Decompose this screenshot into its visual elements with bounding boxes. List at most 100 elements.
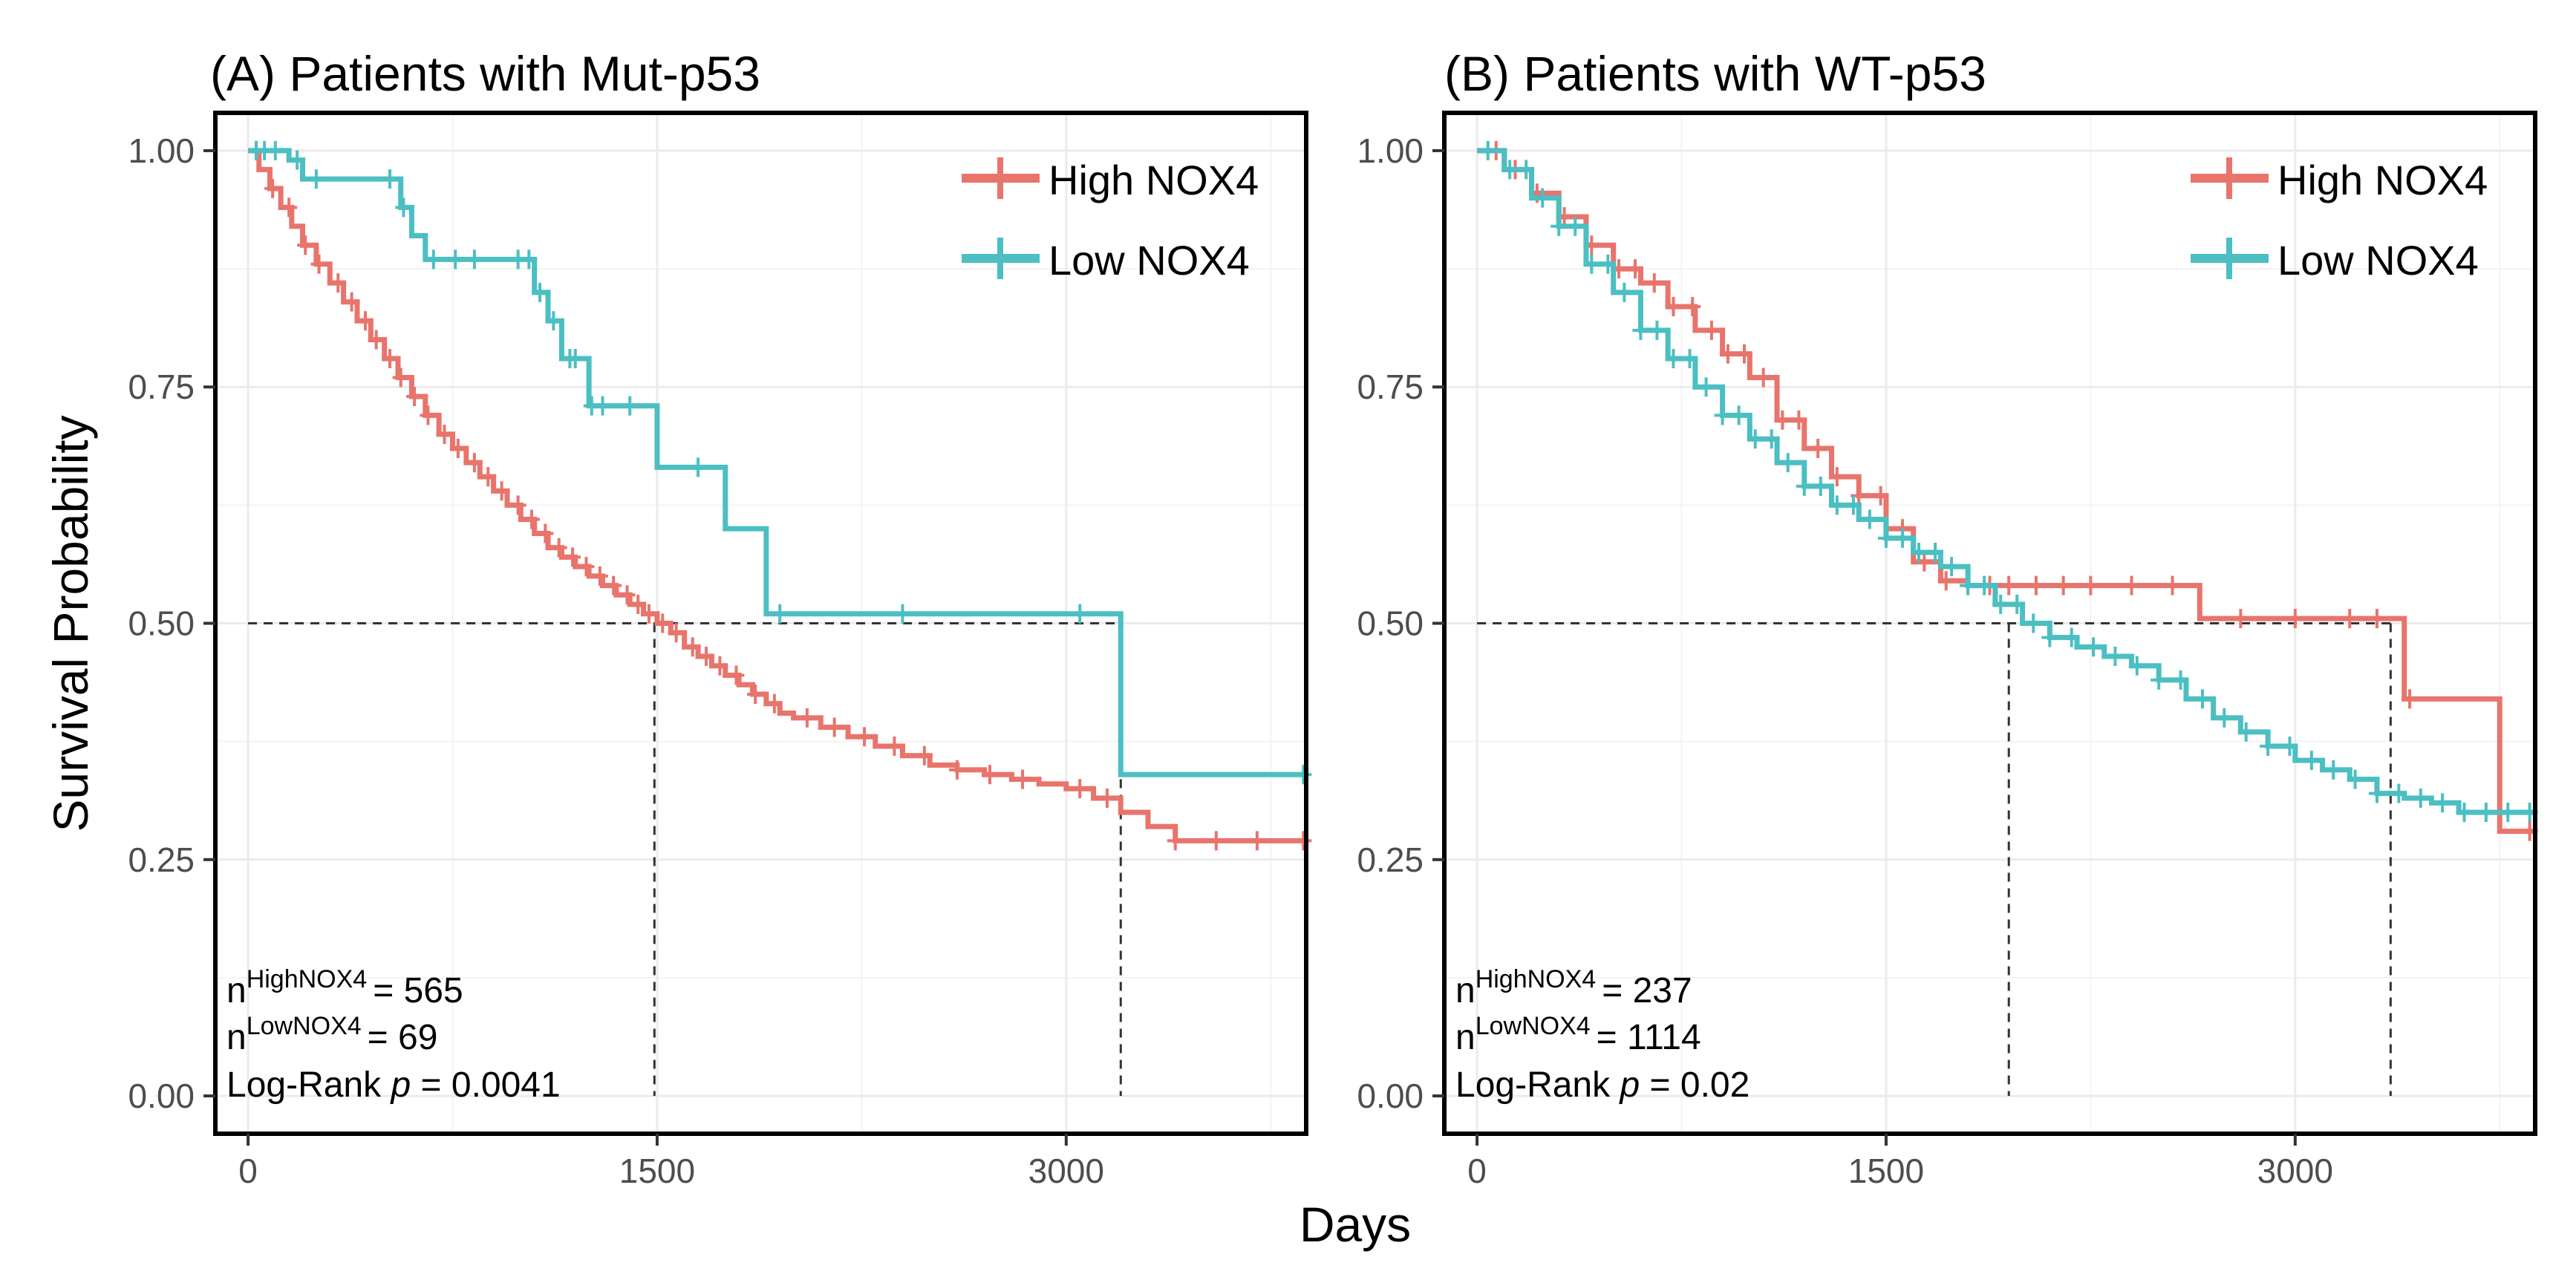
censor-mark-high [2055,575,2072,595]
censor-mark-high [368,330,385,350]
censor-mark-high [640,604,657,624]
panel-a-axis-ticks: 0 1500 3000 0.00 0.25 0.50 0.75 1.00 [128,131,1104,1190]
censor-mark-low [2260,737,2277,757]
censor-mark-high [310,254,327,274]
censor-mark-low [2107,647,2124,667]
panel-b-annotations: nHighNOX4 = 237 nLowNOX4 = 1114 Log-Rank p… [1455,965,1750,1105]
censor-mark-high [1790,410,1807,430]
panel-a-annotations: nHighNOX4 = 565 nLowNOX4 = 69 Log-Rank p =… [226,965,561,1105]
annotation-logrank: Log-Rank p = 0.0041 [226,1065,561,1105]
y-tick-label: 0.00 [1357,1077,1424,1115]
censor-mark-high [2232,609,2249,629]
censor-mark-high [916,745,933,765]
censor-mark-high [343,292,360,312]
censor-mark-high [948,760,965,780]
censor-mark-high [1703,320,1720,340]
y-tick-label: 1.00 [1357,131,1424,170]
censor-mark-low [447,249,464,270]
censor-mark-low [289,150,306,170]
censor-mark-high [330,273,347,293]
censor-mark-low [1796,476,1813,496]
censor-mark-high [564,547,581,567]
censor-mark-high [684,637,701,657]
censor-mark-high [747,684,764,704]
censor-mark-high [1646,273,1663,293]
censor-mark-high [420,405,437,425]
censor-mark-high [281,197,298,218]
censor-mark-high [605,575,622,595]
censor-mark-low [2434,793,2451,813]
y-tick-label: 0.50 [128,604,195,643]
censor-mark-high [493,481,510,501]
censor-mark-high [406,386,423,406]
censor-mark-low [1960,575,1977,595]
censor-mark-high [550,538,567,558]
x-tick-label: 3000 [2257,1152,2333,1190]
y-tick-label: 0.75 [128,368,195,406]
censor-mark-low [2347,769,2364,789]
censor-mark-low [772,604,789,624]
censor-mark-low [1861,509,1878,529]
censor-mark-low [1567,216,1584,236]
censor-mark-low [521,249,538,270]
censor-mark-low [382,169,399,189]
censor-mark-low [2477,803,2494,823]
x-tick-label: 0 [1467,1152,1487,1190]
panel-b: (B) Patients with WT-p53 0 1500 3000 0.00 0.… [1357,46,2538,1190]
legend-label-high: High NOX4 [1049,157,1259,203]
y-tick-label: 0.75 [1357,368,1424,406]
censor-mark-high [1684,296,1701,316]
censor-mark-high [2341,609,2358,629]
censor-mark-low [1479,140,1496,160]
legend-label-low: Low NOX4 [1049,237,1250,284]
censor-mark-high [382,349,399,369]
censor-mark-low [1714,405,1731,425]
y-tick-label: 0.00 [128,1077,195,1115]
censor-mark-low [1992,595,2009,615]
x-tick-label: 1500 [619,1152,695,1190]
censor-mark-high [2164,575,2181,595]
censor-mark-high [480,467,497,487]
censor-mark-high [1167,831,1184,851]
censor-mark-high [436,424,453,444]
censor-mark-high [1719,344,1736,364]
censor-mark-high [264,178,281,198]
censor-mark-low [1583,254,1600,274]
censor-mark-high [2401,689,2419,709]
censor-mark-low [2172,670,2189,690]
panel-b-title: (B) Patients with WT-p53 [1444,46,1986,101]
censor-mark-low [2369,783,2385,803]
censor-mark-high [2369,609,2385,629]
censor-mark-high [826,717,843,737]
censor-mark-high [2001,575,2018,595]
censor-mark-low [2412,788,2429,809]
censor-mark-low [2041,627,2058,647]
censor-mark-low [1730,405,1747,425]
censor-mark-low [1763,429,1780,449]
censor-mark-high [711,656,728,676]
censor-mark-high [2082,575,2099,595]
censor-mark-high [297,235,314,255]
panel-a: (A) Patients with Mut-p53 0 1500 30000.000… [128,46,1312,1190]
censor-mark-low [1845,495,1862,515]
censor-mark-high [392,368,409,388]
censor-mark-low [2456,803,2473,823]
y-tick-label: 0.25 [1357,840,1424,879]
censor-mark-low [395,197,412,218]
censor-mark-low [1616,282,1633,302]
x-tick-label: 0 [238,1152,258,1190]
censor-mark-low [1927,543,1944,563]
censor-mark-low [2194,689,2211,709]
censor-mark-low [1295,765,1312,785]
censor-mark-high [1774,410,1791,430]
censor-mark-high [1828,467,1845,487]
censor-mark-low [425,249,442,270]
censor-mark-low [2390,783,2407,803]
censor-mark-high [1207,831,1225,851]
censor-mark-low [532,282,549,302]
x-tick-label: 3000 [1028,1152,1104,1190]
censor-mark-low [466,249,483,270]
censor-mark-high [619,585,636,605]
censor-mark-high [1014,769,1031,789]
annotation-n-high: nHighNOX4 = 237 [1455,965,1692,1010]
